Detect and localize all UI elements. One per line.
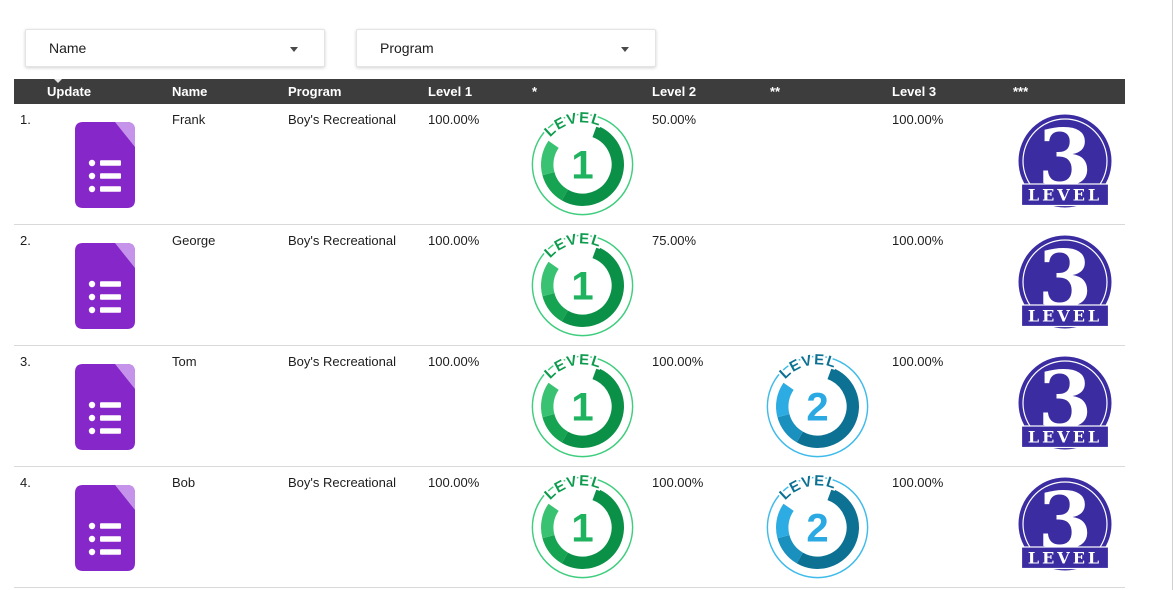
page-edge-divider <box>1172 0 1173 590</box>
cell-level2-percent: 50.00% <box>652 112 697 127</box>
forms-document-icon <box>75 364 135 450</box>
column-header-program: Program <box>288 84 342 99</box>
cell-name: Bob <box>172 475 196 490</box>
forms-document-icon <box>75 243 135 329</box>
name-filter-label: Name <box>49 40 87 56</box>
cell-program: Boy's Recreational <box>288 475 396 490</box>
update-form-link[interactable] <box>75 243 135 329</box>
level1-badge-icon: 1 LEVEL <box>531 233 634 337</box>
cell-name: George <box>172 233 216 248</box>
program-filter-label: Program <box>380 40 434 56</box>
level1-badge-icon: 1 LEVEL <box>531 112 634 216</box>
svg-text:1: 1 <box>571 264 593 308</box>
cell-program: Boy's Recreational <box>288 354 396 369</box>
cell-level2-percent: 100.00% <box>652 475 704 490</box>
cell-level3-percent: 100.00% <box>892 112 944 127</box>
cell-level3-percent: 100.00% <box>892 354 944 369</box>
name-filter-dropdown[interactable]: Name <box>25 29 325 67</box>
cell-level1-percent: 100.00% <box>428 354 480 369</box>
svg-text:LEVEL: LEVEL <box>1028 307 1102 326</box>
cell-level1-percent: 100.00% <box>428 112 480 127</box>
chevron-down-icon <box>290 47 298 52</box>
column-header-star3: *** <box>1013 84 1029 99</box>
svg-text:2: 2 <box>806 385 828 429</box>
table-body: 1. Frank Boy's Recreational 100.00% 1 LE… <box>14 104 1125 588</box>
row-number: 3. <box>20 354 31 369</box>
sort-caret-icon <box>54 79 62 83</box>
cell-level3-percent: 100.00% <box>892 475 944 490</box>
level1-badge-icon: 1 LEVEL <box>531 475 634 579</box>
cell-level2-percent: 100.00% <box>652 354 704 369</box>
level1-badge-icon: 1 LEVEL <box>531 354 634 458</box>
update-form-link[interactable] <box>75 485 135 571</box>
column-header-level1: Level 1 <box>428 84 473 99</box>
chevron-down-icon <box>621 47 629 52</box>
table-row: 2. George Boy's Recreational 100.00% 1 L… <box>14 225 1125 346</box>
level2-badge-icon: 2 LEVEL <box>766 475 869 579</box>
cell-program: Boy's Recreational <box>288 112 396 127</box>
cell-program: Boy's Recreational <box>288 233 396 248</box>
row-number: 1. <box>20 112 31 127</box>
results-table: Update Name Program Level 1 * Level 2 **… <box>14 79 1125 588</box>
cell-level1-percent: 100.00% <box>428 233 480 248</box>
level3-badge-icon: 3 LEVEL <box>1018 476 1112 571</box>
table-row: 3. Tom Boy's Recreational 100.00% 1 LEVE… <box>14 346 1125 467</box>
level2-badge-icon: 2 LEVEL <box>766 354 869 458</box>
svg-text:LEVEL: LEVEL <box>1028 186 1102 205</box>
svg-text:2: 2 <box>806 506 828 550</box>
column-header-level3: Level 3 <box>892 84 937 99</box>
column-header-name: Name <box>172 84 208 99</box>
level3-badge-icon: 3 LEVEL <box>1018 113 1112 208</box>
cell-level3-percent: 100.00% <box>892 233 944 248</box>
column-header-star2: ** <box>770 84 781 99</box>
level3-badge-icon: 3 LEVEL <box>1018 234 1112 329</box>
svg-text:1: 1 <box>571 143 593 187</box>
table-row: 1. Frank Boy's Recreational 100.00% 1 LE… <box>14 104 1125 225</box>
svg-text:LEVEL: LEVEL <box>1028 549 1102 568</box>
program-filter-dropdown[interactable]: Program <box>356 29 656 67</box>
update-form-link[interactable] <box>75 364 135 450</box>
row-number: 4. <box>20 475 31 490</box>
table-row: 4. Bob Boy's Recreational 100.00% 1 LEVE… <box>14 467 1125 588</box>
forms-document-icon <box>75 122 135 208</box>
cell-name: Frank <box>172 112 206 127</box>
forms-document-icon <box>75 485 135 571</box>
column-header-level2: Level 2 <box>652 84 697 99</box>
update-form-link[interactable] <box>75 122 135 208</box>
column-header-star1: * <box>532 84 538 99</box>
svg-text:LEVEL: LEVEL <box>1028 428 1102 447</box>
level3-badge-icon: 3 LEVEL <box>1018 355 1112 450</box>
row-number: 2. <box>20 233 31 248</box>
svg-text:1: 1 <box>571 506 593 550</box>
table-header: Update Name Program Level 1 * Level 2 **… <box>14 79 1125 104</box>
cell-level2-percent: 75.00% <box>652 233 697 248</box>
svg-text:1: 1 <box>571 385 593 429</box>
cell-name: Tom <box>172 354 197 369</box>
cell-level1-percent: 100.00% <box>428 475 480 490</box>
